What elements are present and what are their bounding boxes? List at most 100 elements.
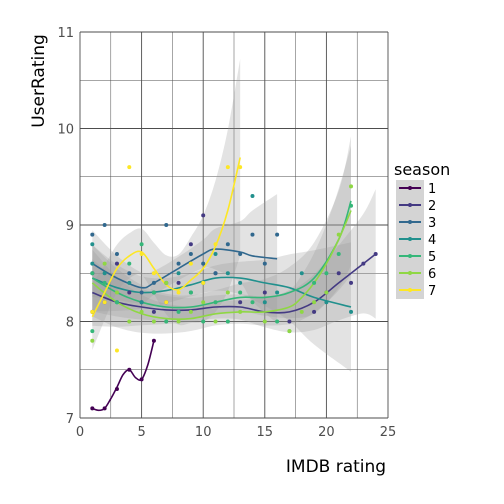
x-tick-label: 20 <box>318 425 335 440</box>
data-point-season-4 <box>275 290 280 295</box>
data-point-season-3 <box>139 290 144 295</box>
data-point-season-7 <box>188 261 193 266</box>
data-point-season-5 <box>201 319 206 324</box>
data-point-season-2 <box>114 261 119 266</box>
data-point-season-5 <box>151 290 156 295</box>
confidence-band-season-4 <box>92 242 352 372</box>
legend-key-point <box>408 254 412 258</box>
data-point-season-6 <box>164 280 169 285</box>
y-axis-title: UserRating <box>29 34 49 128</box>
data-point-season-6 <box>312 300 317 305</box>
legend-label-season-1: 1 <box>428 182 436 197</box>
data-point-season-3 <box>201 261 206 266</box>
legend-label-season-2: 2 <box>428 199 436 214</box>
data-point-season-5 <box>176 309 181 314</box>
data-point-season-1 <box>139 377 144 382</box>
legend-label-season-3: 3 <box>428 216 436 231</box>
data-point-season-6 <box>201 300 206 305</box>
data-point-season-5 <box>90 329 95 334</box>
data-point-season-1 <box>90 406 95 411</box>
data-point-season-6 <box>287 329 292 334</box>
data-point-season-4 <box>90 242 95 247</box>
data-point-season-6 <box>225 290 230 295</box>
data-point-season-3 <box>262 261 267 266</box>
legend-key-point <box>408 288 412 292</box>
data-point-season-1 <box>151 338 156 343</box>
data-point-season-6 <box>90 338 95 343</box>
data-point-season-2 <box>349 280 354 285</box>
data-point-season-6 <box>336 232 341 237</box>
trend-line-season-6 <box>91 210 352 320</box>
data-point-season-4 <box>90 261 95 266</box>
y-tick-label: 7 <box>66 412 74 427</box>
legend-key-point <box>408 186 412 190</box>
trend-line-season-5 <box>91 200 352 309</box>
x-tick-label: 10 <box>195 425 212 440</box>
data-point-season-4 <box>262 300 267 305</box>
data-point-season-5 <box>225 319 230 324</box>
data-point-season-2 <box>312 309 317 314</box>
data-point-season-5 <box>139 242 144 247</box>
data-point-season-1 <box>102 406 107 411</box>
y-tick-label: 9 <box>66 219 74 234</box>
y-tick-label: 8 <box>66 316 74 331</box>
data-point-season-3 <box>213 271 218 276</box>
data-point-season-7 <box>102 300 107 305</box>
data-point-season-3 <box>164 223 169 227</box>
data-point-season-3 <box>225 242 230 247</box>
x-axis-title: IMDB rating <box>286 457 386 477</box>
trend-line-season-2 <box>91 253 377 314</box>
data-point-season-4 <box>139 300 144 305</box>
y-tick-label: 10 <box>57 123 74 138</box>
data-point-season-3 <box>188 251 193 256</box>
legend-label-season-5: 5 <box>428 250 436 265</box>
data-point-season-2 <box>287 319 292 324</box>
legend: season 1 2 3 4 5 6 7 <box>394 160 450 299</box>
data-point-season-7 <box>213 242 218 247</box>
data-point-season-6 <box>151 319 156 324</box>
data-point-season-3 <box>127 271 132 276</box>
confidence-bands <box>92 59 376 372</box>
data-point-season-5 <box>164 319 169 324</box>
legend-key-point <box>408 271 412 275</box>
data-point-season-4 <box>324 300 329 305</box>
data-point-season-2 <box>151 309 156 314</box>
data-point-season-7 <box>90 309 95 314</box>
data-point-season-6 <box>127 319 132 324</box>
data-points <box>90 165 378 411</box>
data-point-season-3 <box>114 251 119 256</box>
data-point-season-2 <box>127 290 132 295</box>
legend-label-season-6: 6 <box>428 267 436 282</box>
data-point-season-3 <box>176 261 181 266</box>
data-point-season-5 <box>312 280 317 285</box>
data-point-season-4 <box>299 271 304 276</box>
axis-ticks: 0 5 10 15 20 25 7 8 9 10 11 <box>57 26 396 440</box>
data-point-season-3 <box>151 280 156 285</box>
legend-label-season-4: 4 <box>428 233 436 248</box>
data-point-season-3 <box>90 232 95 237</box>
x-tick-label: 25 <box>380 425 397 440</box>
data-point-season-2 <box>262 290 267 295</box>
data-point-season-6 <box>114 290 119 295</box>
data-point-season-6 <box>299 309 304 314</box>
data-point-season-6 <box>324 290 329 295</box>
data-point-season-7 <box>139 251 144 256</box>
data-point-season-1 <box>114 387 119 392</box>
data-point-season-7 <box>114 348 119 353</box>
data-point-season-7 <box>164 300 169 305</box>
data-point-season-5 <box>102 280 107 285</box>
data-point-season-2 <box>188 242 193 247</box>
data-point-season-6 <box>139 309 144 314</box>
data-point-season-6 <box>102 261 107 266</box>
data-point-season-6 <box>262 319 267 324</box>
legend-key-point <box>408 203 412 207</box>
data-point-season-5 <box>213 300 218 305</box>
data-point-season-2 <box>176 280 181 285</box>
data-point-season-5 <box>250 300 255 305</box>
data-point-season-7 <box>151 271 156 276</box>
data-point-season-4 <box>176 271 181 276</box>
data-point-season-5 <box>127 261 132 266</box>
data-point-season-4 <box>225 271 230 276</box>
data-point-season-5 <box>275 319 280 324</box>
data-point-season-5 <box>324 271 329 276</box>
